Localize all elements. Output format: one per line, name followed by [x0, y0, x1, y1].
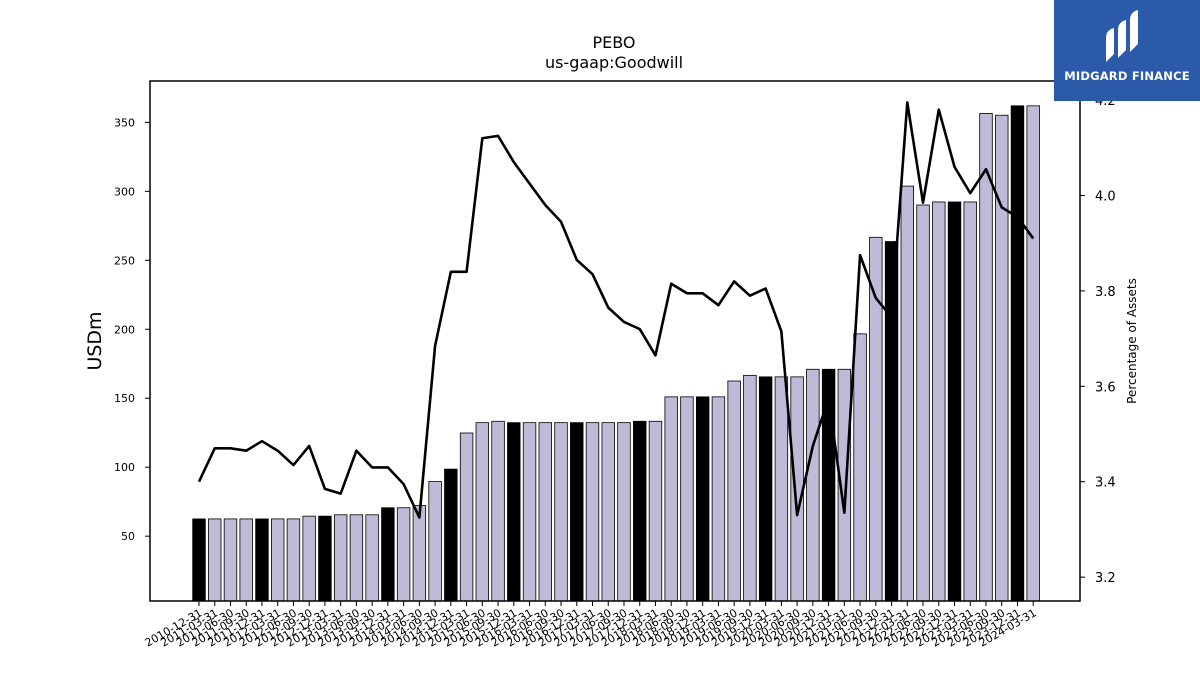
bar-2019-09-30 [743, 374, 757, 602]
bar-2016-09-30 [554, 422, 568, 602]
bar-2014-03-31 [396, 507, 411, 602]
bar-2012-06-30 [286, 518, 301, 602]
bar-2020-06-30 [790, 376, 804, 602]
bar-2018-09-30 [680, 396, 694, 602]
bar-2021-06-30 [853, 333, 867, 602]
bar-2023-03-31 [963, 201, 977, 602]
y2-tick-label-3.6: 3.6 [1095, 380, 1116, 395]
bar-2020-09-30 [806, 368, 820, 602]
bar-2017-06-30 [601, 422, 615, 602]
plot-frame [149, 80, 1081, 602]
bar-2015-12-31 [507, 422, 521, 602]
bar-2012-09-30 [302, 515, 316, 602]
brand-name: MIDGARD FINANCE [1064, 69, 1190, 83]
bar-2022-12-31 [947, 201, 962, 602]
bar-2012-12-31 [318, 515, 332, 602]
bar-2017-09-30 [617, 422, 631, 602]
y-tick-label-300: 300 [114, 185, 135, 198]
bar-2020-03-31 [774, 376, 789, 602]
bar-2023-12-31 [1010, 105, 1025, 602]
bar-2022-09-30 [932, 201, 946, 602]
y-axis-label: USDm [84, 311, 106, 370]
percentage-of-assets-line [197, 101, 1035, 519]
y2-tick-label-4: 4.0 [1095, 189, 1116, 204]
bar-2016-03-31 [522, 422, 537, 602]
brand-logo: MIDGARD FINANCE [1054, 0, 1200, 101]
y2-tick-label-3.2: 3.2 [1095, 571, 1116, 586]
bar-2017-12-31 [633, 420, 647, 602]
bar-2010-12-31 [192, 518, 206, 602]
chart-subtitle: us-gaap:Goodwill [545, 53, 683, 72]
y-tick-label-200: 200 [114, 323, 135, 336]
bar-2011-09-30 [239, 518, 253, 602]
chart-title: PEBO [592, 33, 635, 52]
line-series [197, 101, 1035, 519]
bar-2017-03-31 [585, 422, 600, 602]
y2-tick-label-3.8: 3.8 [1095, 285, 1116, 300]
bar-2013-03-31 [333, 514, 348, 602]
bar-2019-12-31 [758, 376, 773, 602]
y-tick-label-250: 250 [114, 254, 135, 267]
bar-2018-06-30 [664, 396, 678, 602]
y-tick-label-150: 150 [114, 392, 135, 405]
bar-2019-06-30 [727, 380, 741, 602]
bar-2023-09-30 [995, 114, 1009, 602]
bar-2013-12-31 [381, 507, 395, 602]
bar-2013-09-30 [365, 514, 379, 602]
bar-2022-03-31 [900, 185, 915, 602]
bar-2024-03-31 [1026, 105, 1040, 602]
bar-2013-06-30 [349, 514, 364, 602]
bar-2012-03-31 [270, 518, 285, 602]
y-tick-label-50: 50 [121, 530, 135, 543]
bar-2016-12-31 [570, 422, 584, 602]
bar-2014-12-31 [444, 468, 458, 602]
y2-tick-label-3.4: 3.4 [1095, 476, 1116, 491]
bar-2018-03-31 [648, 420, 663, 602]
bar-2021-12-31 [884, 241, 899, 602]
bar-2011-03-31 [208, 518, 222, 602]
bar-2015-09-30 [491, 420, 505, 602]
y-tick-label-350: 350 [114, 116, 135, 129]
bar-2011-06-30 [223, 518, 238, 602]
bar-series [192, 105, 1040, 602]
bar-2018-12-31 [695, 396, 710, 602]
bar-2019-03-31 [711, 396, 726, 602]
bar-2011-12-31 [255, 518, 269, 602]
bar-2015-06-30 [475, 422, 490, 602]
brand-mark-icon [1106, 10, 1138, 62]
bar-2021-09-30 [869, 236, 883, 602]
y-tick-label-100: 100 [114, 461, 135, 474]
bar-2016-06-30 [538, 422, 552, 602]
bar-2022-06-30 [916, 204, 930, 602]
bar-2014-09-30 [428, 481, 442, 602]
bar-2014-06-30 [412, 505, 427, 602]
bar-2023-06-30 [979, 113, 993, 602]
bar-2015-03-31 [459, 432, 474, 602]
y2-axis-label: Percentage of Assets [1125, 278, 1139, 404]
axes: 501001502002503003503.23.43.63.84.04.220… [114, 80, 1116, 650]
